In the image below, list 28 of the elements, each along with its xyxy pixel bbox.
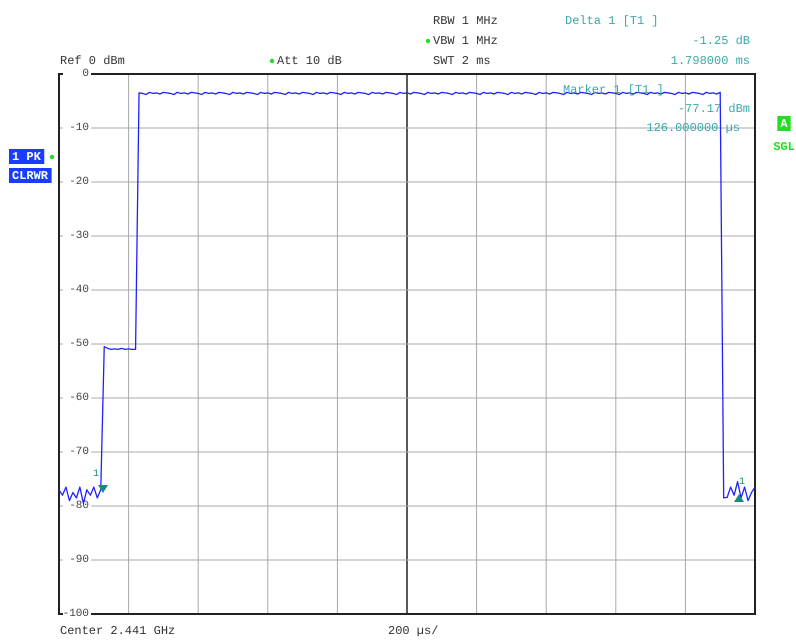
text: Att 10 dB bbox=[277, 54, 342, 68]
text: SGL bbox=[773, 140, 795, 154]
y-tick-label: -90 bbox=[69, 554, 89, 566]
annotation: 1 bbox=[92, 469, 100, 480]
text: 200 µs/ bbox=[388, 624, 438, 638]
y-tick-label: -40 bbox=[69, 284, 89, 296]
y-tick-label: -10 bbox=[69, 122, 89, 134]
y-tick-label: -50 bbox=[69, 338, 89, 350]
text: A bbox=[780, 117, 788, 131]
y-tick-label: -20 bbox=[69, 176, 89, 188]
text: Ref 0 dBm bbox=[60, 54, 125, 68]
y-tick-label: 0 bbox=[82, 68, 89, 80]
annotation: 126.000000 µs bbox=[646, 121, 740, 135]
y-tick-label: -70 bbox=[69, 446, 89, 458]
y-tick-label: -80 bbox=[69, 500, 89, 512]
text: -1.25 dB bbox=[692, 34, 750, 48]
y-tick-label: -60 bbox=[69, 392, 89, 404]
y-tick-label: -100 bbox=[62, 608, 89, 620]
text: 1 PK bbox=[12, 150, 42, 164]
text: Delta 1 [T1 ] bbox=[565, 14, 659, 28]
text: Center 2.441 GHz bbox=[60, 624, 176, 638]
text: SWT 2 ms bbox=[433, 54, 491, 68]
text: CLRWR bbox=[12, 169, 49, 183]
text: VBW 1 MHz bbox=[433, 34, 498, 48]
text: RBW 1 MHz bbox=[433, 14, 498, 28]
y-tick-label: -30 bbox=[69, 230, 89, 242]
text: 1.798000 ms bbox=[670, 54, 750, 68]
annotation: 1 bbox=[738, 477, 746, 488]
